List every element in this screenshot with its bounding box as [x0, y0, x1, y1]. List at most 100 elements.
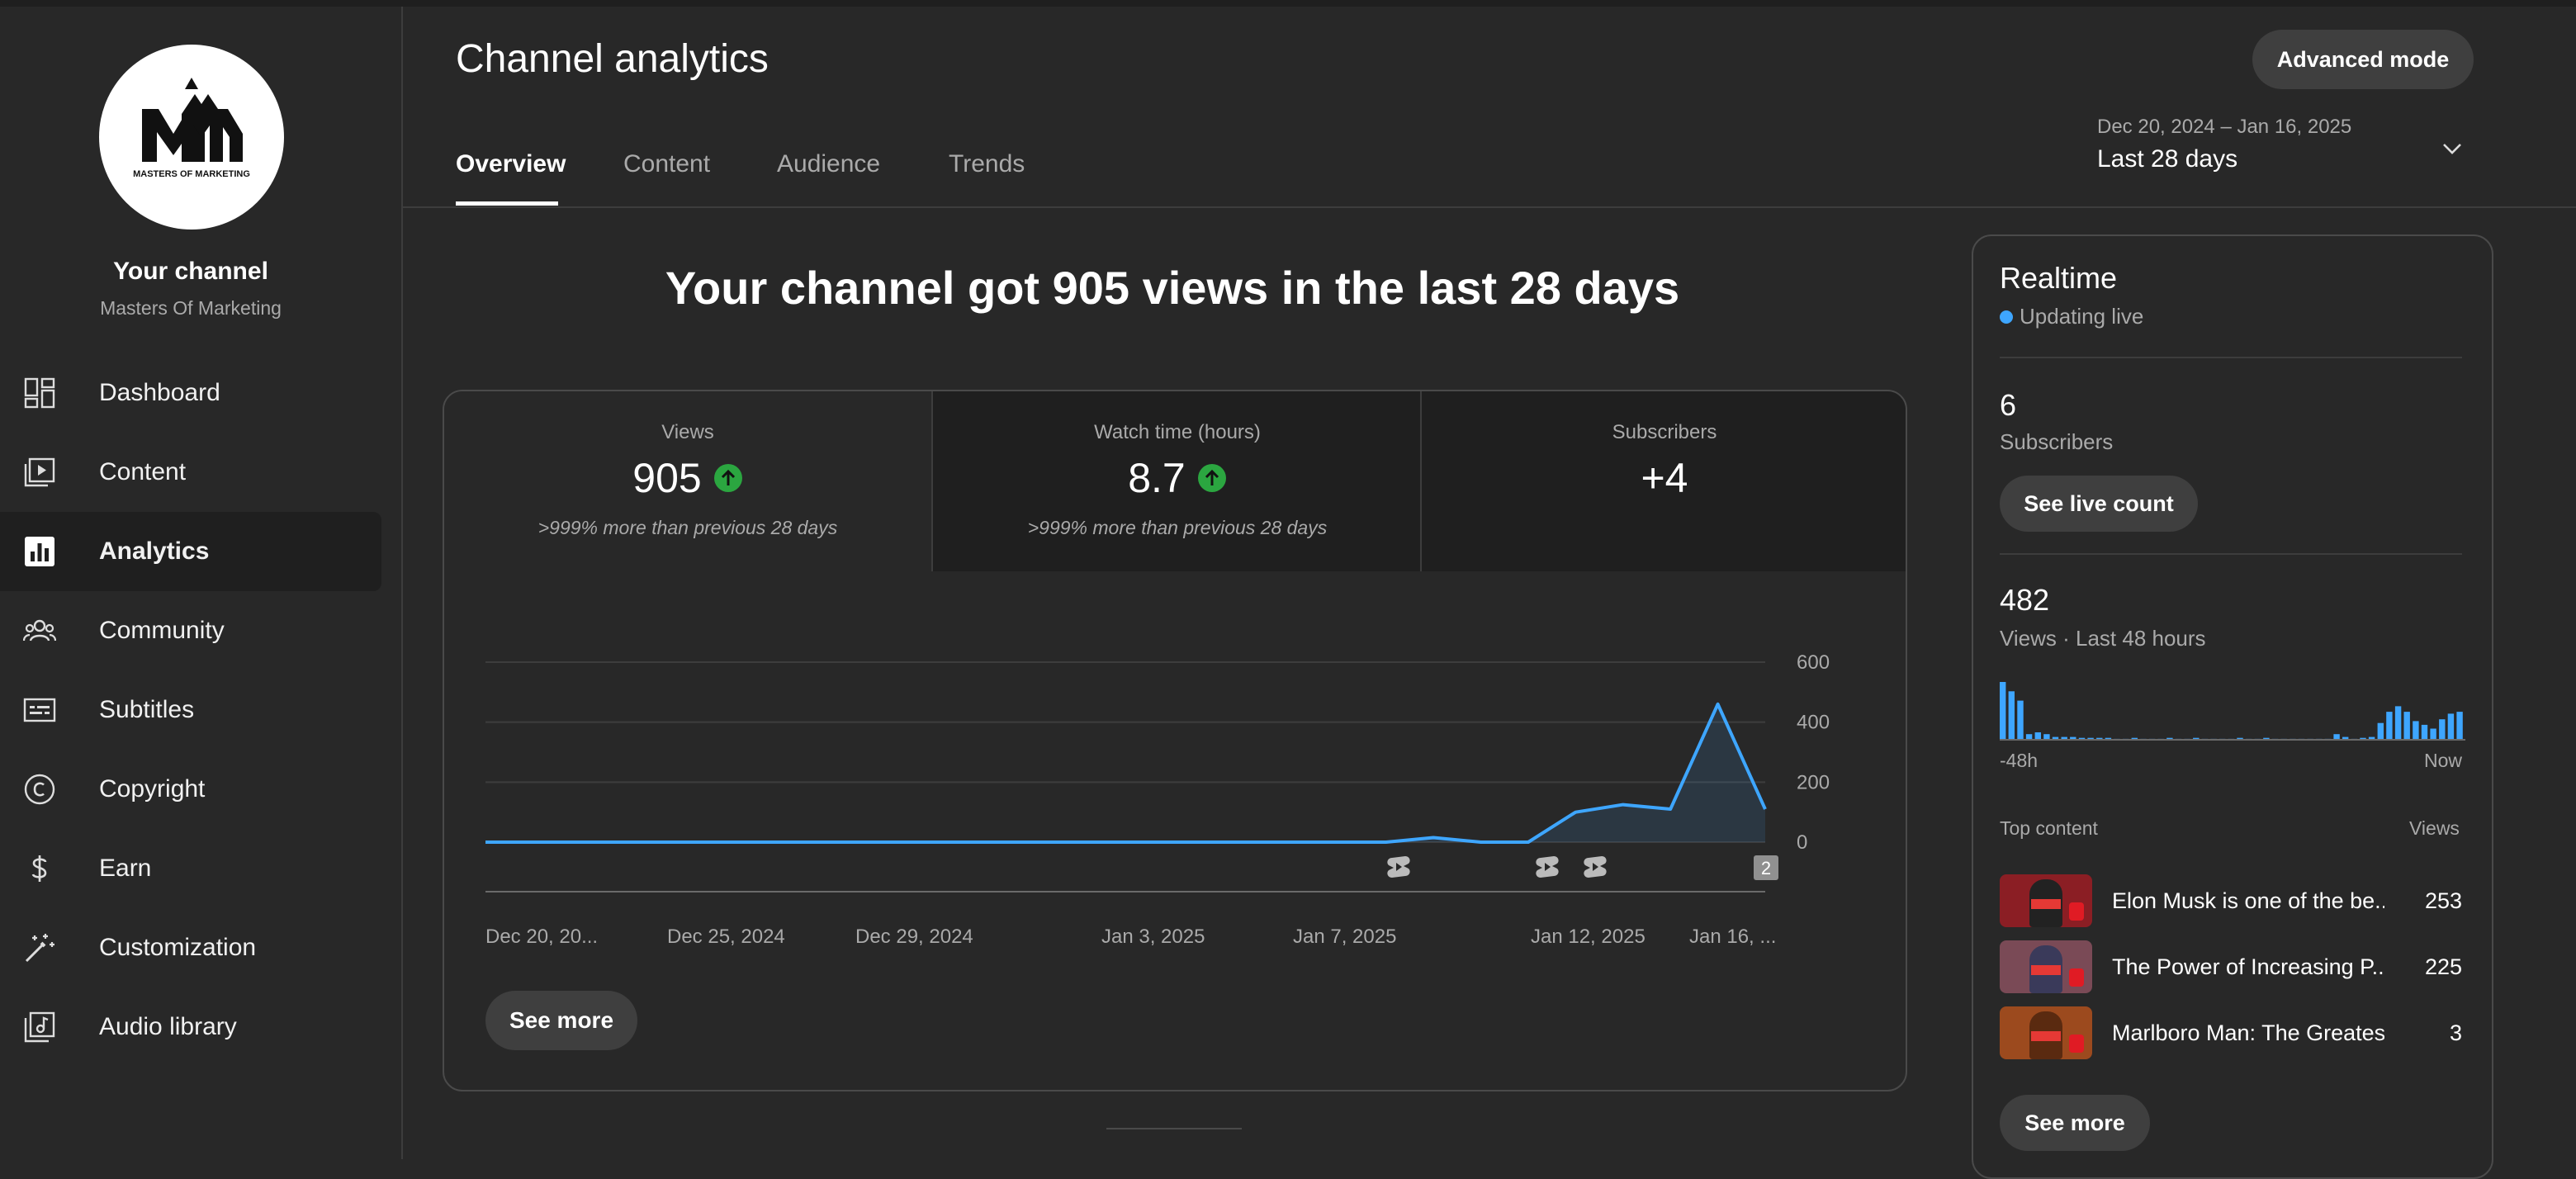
sidebar-item-subtitles[interactable]: Subtitles [0, 670, 381, 750]
y-tick-label: 400 [1797, 712, 1830, 734]
metric-subscribers[interactable]: Subscribers +4 [1420, 391, 1906, 571]
realtime-views-value: 482 [2000, 583, 2050, 617]
metric-views[interactable]: Views 905 >999% more than previous 28 da… [444, 391, 931, 571]
realtime-bar [2342, 736, 2349, 740]
data-point [1289, 840, 1294, 845]
realtime-bar [2386, 712, 2393, 740]
views-area [485, 703, 1765, 842]
views-chart[interactable]: 600 400 200 0 2 Dec 20, 20... Dec 25, 2024 Dec … [444, 571, 1906, 984]
divider [2000, 357, 2462, 358]
realtime-bar [2430, 728, 2436, 740]
sidebar-item-analytics[interactable]: Analytics [0, 512, 381, 591]
realtime-bar [2447, 713, 2455, 740]
tab-audience[interactable]: Audience [777, 150, 881, 178]
sidebar-item-dashboard[interactable]: Dashboard [0, 353, 381, 433]
data-point [720, 840, 725, 845]
metric-note: >999% more than previous 28 days [1027, 517, 1328, 538]
sidebar-item-label: Earn [99, 855, 152, 882]
earn-icon [20, 849, 59, 888]
realtime-bar [2000, 682, 2006, 740]
video-title: Marlboro Man: The Greatest T... [2112, 1020, 2384, 1045]
content-icon [20, 452, 59, 492]
realtime-views-label: Views · Last 48 hours [2000, 626, 2206, 651]
advanced-mode-button[interactable]: Advanced mode [2252, 30, 2474, 89]
realtime-bar [2377, 722, 2384, 740]
channel-logo-icon: MASTERS OF MARKETING [133, 78, 250, 179]
channel-name: Masters Of Marketing [100, 297, 282, 319]
data-point [578, 840, 583, 845]
subtitles-icon [20, 690, 59, 730]
sidebar-item-content[interactable]: Content [0, 433, 381, 512]
logo-wordmark: MASTERS OF MARKETING [133, 169, 250, 179]
realtime-bar [2403, 712, 2410, 740]
shorts-marker-icon [1536, 856, 1559, 878]
data-point [1004, 840, 1009, 845]
sidebar-item-earn[interactable]: Earn [0, 829, 381, 908]
metric-title: Subscribers [1612, 421, 1717, 443]
community-icon [20, 611, 59, 651]
realtime-bar [2193, 737, 2200, 740]
data-point [910, 840, 915, 845]
chevron-down-icon[interactable] [2437, 134, 2467, 168]
data-point [1716, 702, 1721, 707]
realtime-axis-end: Now [2424, 750, 2463, 771]
tab-overview[interactable]: Overview [456, 150, 566, 178]
sidebar-item-community[interactable]: Community [0, 591, 381, 670]
metric-value-row: 8.7 [933, 454, 1422, 502]
realtime-bar [2017, 700, 2024, 740]
data-point [483, 840, 488, 845]
page-title: Channel analytics [456, 37, 769, 81]
metric-note: >999% more than previous 28 days [537, 517, 838, 538]
sidebar-item-label: Copyright [99, 775, 206, 803]
metric-value: 8.7 [1128, 455, 1186, 501]
top-content-row[interactable]: Elon Musk is one of the be... 253 [2000, 874, 2462, 928]
sidebar-item-copyright[interactable]: Copyright [0, 750, 381, 829]
realtime-bar [2070, 736, 2076, 740]
data-point [1526, 840, 1531, 845]
metric-watch-time[interactable]: Watch time (hours) 8.7 >999% more than p… [931, 391, 1422, 571]
sidebar-item-label: Customization [99, 934, 257, 961]
realtime-bar [2096, 737, 2103, 740]
sidebar-item-label: Audio library [99, 1013, 237, 1040]
realtime-bar [2034, 732, 2041, 740]
metric-title: Views [661, 421, 714, 443]
data-point [1384, 840, 1389, 845]
realtime-views-chart[interactable] [2000, 674, 2465, 743]
top-content-views-label: Views [2409, 817, 2460, 839]
sidebar-item-customization[interactable]: Customization [0, 908, 381, 987]
top-content-row[interactable]: Marlboro Man: The Greatest T... 3 [2000, 1006, 2462, 1060]
data-point [815, 840, 820, 845]
channel-avatar[interactable]: MASTERS OF MARKETING [99, 45, 284, 230]
see-more-button[interactable]: See more [485, 991, 637, 1050]
video-thumbnail [2000, 1006, 2092, 1059]
scroll-indicator [1106, 1128, 1242, 1129]
realtime-bar [2263, 737, 2270, 740]
data-point [1052, 840, 1057, 845]
video-title: Elon Musk is one of the be... [2112, 888, 2384, 913]
metric-title: Watch time (hours) [1094, 421, 1261, 443]
y-tick-label: 200 [1797, 771, 1830, 793]
see-live-count-button[interactable]: See live count [2000, 476, 2198, 532]
metric-value: +4 [1641, 455, 1688, 501]
data-point [1668, 807, 1673, 812]
realtime-bar [2131, 737, 2138, 740]
active-tab-indicator [456, 201, 558, 206]
date-range-selector[interactable]: Last 28 days [2097, 145, 2238, 173]
dashboard-icon [20, 373, 59, 413]
sidebar-item-audio-library[interactable]: Audio library [0, 987, 381, 1067]
video-views: 253 [2424, 888, 2462, 913]
x-tick-label: Jan 16, ... [1689, 926, 1776, 948]
realtime-see-more-button[interactable]: See more [2000, 1095, 2150, 1151]
date-range[interactable]: Dec 20, 2024 – Jan 16, 2025 [2097, 116, 2352, 138]
realtime-subscribers-label: Subscribers [2000, 429, 2114, 454]
x-tick-label: Jan 12, 2025 [1531, 926, 1646, 948]
tab-content[interactable]: Content [623, 150, 711, 178]
realtime-status-text: Updating live [2020, 304, 2144, 329]
realtime-bar [2078, 737, 2086, 740]
realtime-bar [2456, 712, 2463, 740]
realtime-bar [2421, 724, 2428, 740]
video-title: The Power of Increasing P... [2112, 954, 2384, 979]
top-content-row[interactable]: The Power of Increasing P... 225 [2000, 940, 2462, 994]
copyright-icon [20, 769, 59, 809]
tab-trends[interactable]: Trends [949, 150, 1025, 178]
